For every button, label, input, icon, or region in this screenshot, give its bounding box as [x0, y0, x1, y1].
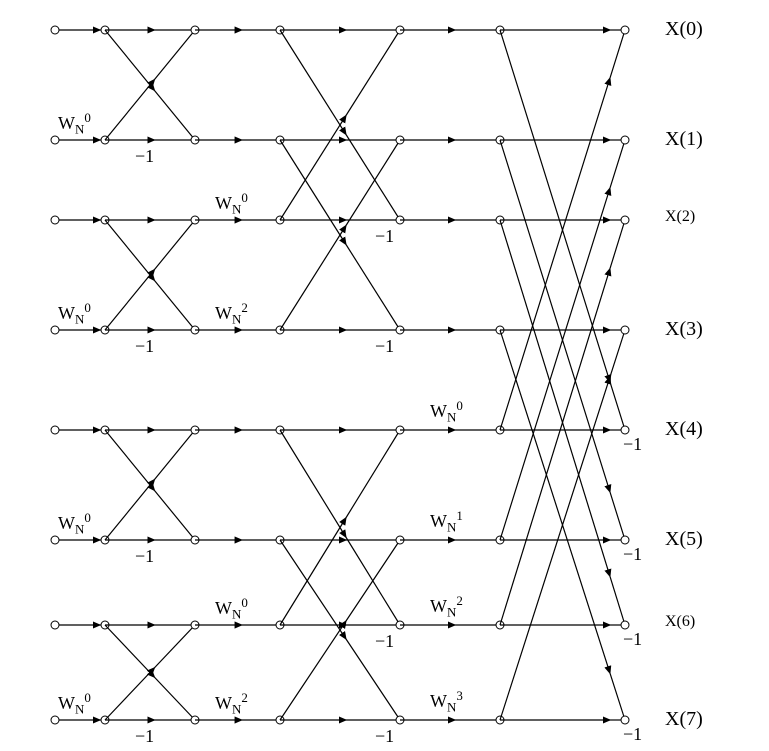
diagram-label: X(7): [665, 708, 703, 731]
diagram-label: WN0: [58, 690, 91, 718]
diagram-label: −1: [135, 336, 154, 357]
diagram-label: WN0: [430, 398, 463, 426]
diagram-label: WN2: [215, 300, 248, 328]
diagram-label: −1: [623, 544, 642, 565]
diagram-label: −1: [623, 629, 642, 650]
diagram-label: WN0: [58, 110, 91, 138]
diagram-label: −1: [135, 726, 154, 747]
diagram-label: −1: [623, 434, 642, 455]
diagram-label: X(2): [665, 208, 695, 226]
diagram-label: WN2: [430, 593, 463, 621]
diagram-label: WN0: [58, 510, 91, 538]
diagram-label: −1: [135, 546, 154, 567]
fft-butterfly-diagram: WN0 −1 WN0 −1 WN0 −1 WN0 −1 WN0 WN2 −1 −1 WN0 WN2 −1 −1…: [0, 0, 769, 751]
diagram-label: −1: [375, 336, 394, 357]
diagram-label: WN3: [430, 688, 463, 716]
diagram-label: WN0: [215, 595, 248, 623]
diagram-label: −1: [623, 724, 642, 745]
diagram-label: X(3): [665, 318, 703, 341]
diagram-label: −1: [375, 631, 394, 652]
diagram-label: WN0: [58, 300, 91, 328]
diagram-label: X(4): [665, 418, 703, 441]
diagram-label: X(6): [665, 613, 695, 631]
diagram-label: X(1): [665, 128, 703, 151]
diagram-label: X(5): [665, 528, 703, 551]
diagram-label: −1: [135, 146, 154, 167]
diagram-label: X(0): [665, 18, 703, 41]
diagram-label: WN2: [215, 690, 248, 718]
diagram-label: −1: [375, 226, 394, 247]
diagram-label: WN1: [430, 508, 463, 536]
diagram-label: −1: [375, 726, 394, 747]
diagram-label: WN0: [215, 190, 248, 218]
